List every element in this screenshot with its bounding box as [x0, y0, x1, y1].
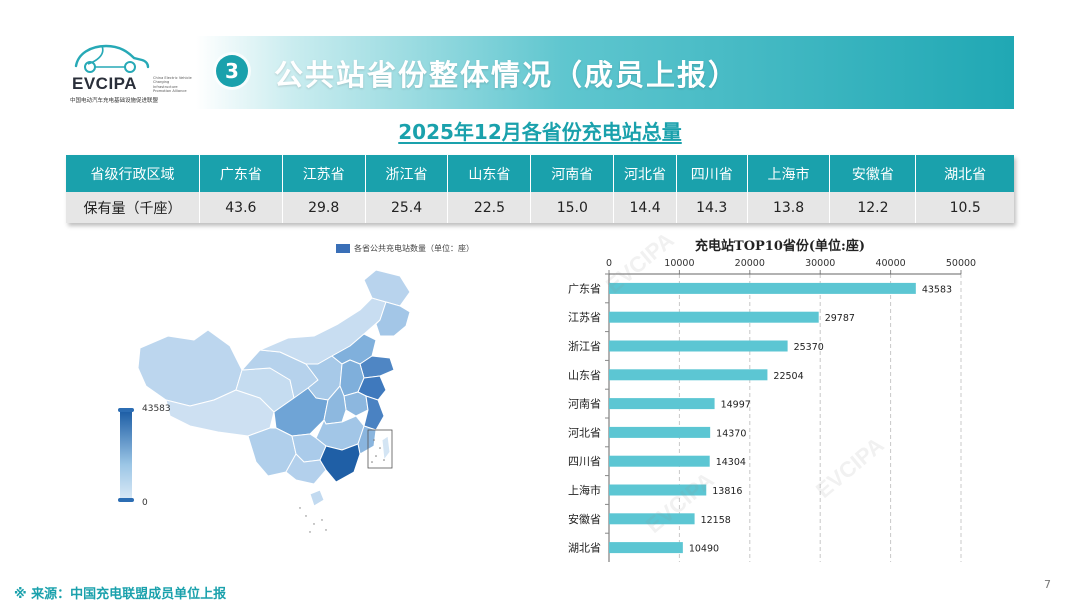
- visualmap-max-handle[interactable]: [118, 408, 134, 412]
- bar-value-label: 14997: [721, 400, 751, 411]
- table-header-cell: 广东省: [199, 155, 283, 192]
- page-number: 7: [1044, 578, 1051, 591]
- bar: [609, 542, 683, 554]
- table-header-cell: 安徽省: [829, 155, 917, 192]
- map-region: [375, 301, 411, 337]
- table-cell: 10.5: [915, 192, 1014, 223]
- table-header-cell: 湖北省: [915, 155, 1014, 192]
- map-region: [309, 489, 325, 507]
- table-cell: 43.6: [199, 192, 283, 223]
- x-tick-label: 50000: [946, 258, 976, 269]
- map-region: [343, 391, 369, 417]
- bar-value-label: 29787: [825, 313, 855, 324]
- map-region: [285, 453, 327, 485]
- bar: [609, 398, 715, 410]
- page-title: 公共站省份整体情况（成员上报）: [274, 58, 740, 92]
- map-region: [357, 425, 377, 455]
- y-category-label: 安徽省: [568, 512, 601, 526]
- y-category-label: 山东省: [568, 369, 601, 382]
- table-cell: 12.2: [829, 192, 917, 223]
- china-map: [137, 269, 411, 533]
- map-legend-label: 各省公共充电站数量（单位：座）: [354, 244, 474, 253]
- map-region: [165, 389, 275, 437]
- china-map-panel: 各省公共充电站数量（单位：座）: [110, 240, 540, 540]
- table-row-label: 保有量（千座）: [66, 192, 200, 223]
- south-sea-inset: [367, 429, 393, 469]
- table-header-cell: 山东省: [447, 155, 532, 192]
- bar: [609, 513, 695, 525]
- header-banner: [196, 36, 1014, 109]
- y-category-label: 湖北省: [568, 542, 601, 555]
- section-number-badge: 3: [216, 55, 248, 87]
- bar-value-label: 25370: [794, 342, 824, 353]
- y-category-label: 河北省: [568, 426, 601, 439]
- y-category-label: 浙江省: [568, 340, 601, 353]
- bar: [609, 340, 788, 352]
- table-cell: 14.3: [676, 192, 748, 223]
- bar-value-label: 14304: [716, 457, 746, 468]
- y-category-label: 广东省: [568, 282, 601, 295]
- table-row: 保有量（千座） 43.6 29.8 25.4 22.5 15.0 14.4 14…: [66, 192, 1014, 223]
- map-legend-swatch: [336, 244, 350, 253]
- table-header-cell: 四川省: [676, 155, 748, 192]
- table-cell: 15.0: [530, 192, 615, 223]
- map-region: [363, 395, 385, 431]
- map-region: [381, 435, 391, 461]
- bar: [609, 311, 819, 323]
- table-header-cell: 上海市: [747, 155, 831, 192]
- table-title: 2025年12月各省份充电站总量: [398, 120, 682, 144]
- bar-value-label: 13816: [712, 486, 742, 497]
- table-cell: 13.8: [747, 192, 831, 223]
- car-plug-icon: [74, 44, 150, 73]
- bar: [609, 484, 707, 496]
- x-tick-label: 10000: [664, 258, 694, 269]
- x-tick-label: 20000: [735, 258, 765, 269]
- bar-value-label: 10490: [689, 544, 719, 555]
- evcipa-logo: EVCIPA China Electric Vehicle Charging I…: [66, 40, 192, 104]
- visualmap-min-label: 0: [142, 498, 148, 508]
- y-category-label: 江苏省: [568, 311, 601, 324]
- logo-subtitle-cn: 中国电动汽车充电基础设施促进联盟: [70, 98, 159, 104]
- source-note: ※ 来源：中国充电联盟成员单位上报: [14, 587, 227, 602]
- y-category-label: 四川省: [568, 455, 601, 468]
- bar-value-label: 22504: [773, 371, 803, 382]
- table-cell: 29.8: [282, 192, 366, 223]
- table-header-cell: 河北省: [613, 155, 677, 192]
- visualmap-max-label: 43583: [142, 404, 171, 414]
- bar-value-label: 43583: [922, 284, 952, 295]
- table-cell: 14.4: [613, 192, 677, 223]
- y-category-label: 上海市: [568, 483, 601, 497]
- x-tick-label: 30000: [805, 258, 835, 269]
- logo-subtitle-en: China Electric Vehicle Charging Infrastr…: [153, 76, 192, 94]
- table-header-cell: 浙江省: [365, 155, 449, 192]
- table-cell: 25.4: [365, 192, 449, 223]
- bar: [609, 455, 710, 467]
- province-table: 省级行政区域 广东省 江苏省 浙江省 山东省 河南省 河北省 四川省 上海市 安…: [66, 155, 1014, 223]
- bar-value-label: 12158: [701, 515, 731, 526]
- table-header-label: 省级行政区域: [66, 155, 200, 192]
- y-category-label: 河南省: [568, 398, 601, 411]
- table-header-row: 省级行政区域 广东省 江苏省 浙江省 山东省 河南省 河北省 四川省 上海市 安…: [66, 155, 1014, 192]
- table-cell: 22.5: [447, 192, 532, 223]
- chart-title: 充电站TOP10省份(单位:座): [695, 239, 865, 254]
- bar-value-label: 14370: [716, 428, 746, 439]
- map-region: [319, 443, 361, 483]
- visualmap-min-handle[interactable]: [118, 498, 134, 502]
- visualmap-gradient: [120, 412, 132, 500]
- bar: [609, 369, 768, 381]
- bar: [609, 282, 916, 294]
- bar: [609, 426, 711, 438]
- top10-bar-chart: 0 10000 20000 30000 40000 50000 广东省 43583 江苏省 297…: [568, 258, 976, 562]
- x-tick-label: 40000: [875, 258, 905, 269]
- table-header-cell: 江苏省: [282, 155, 366, 192]
- south-sea-islands: [299, 439, 385, 533]
- x-tick-label: 0: [606, 258, 612, 269]
- table-header-cell: 河南省: [530, 155, 615, 192]
- logo-name: EVCIPA: [72, 74, 138, 93]
